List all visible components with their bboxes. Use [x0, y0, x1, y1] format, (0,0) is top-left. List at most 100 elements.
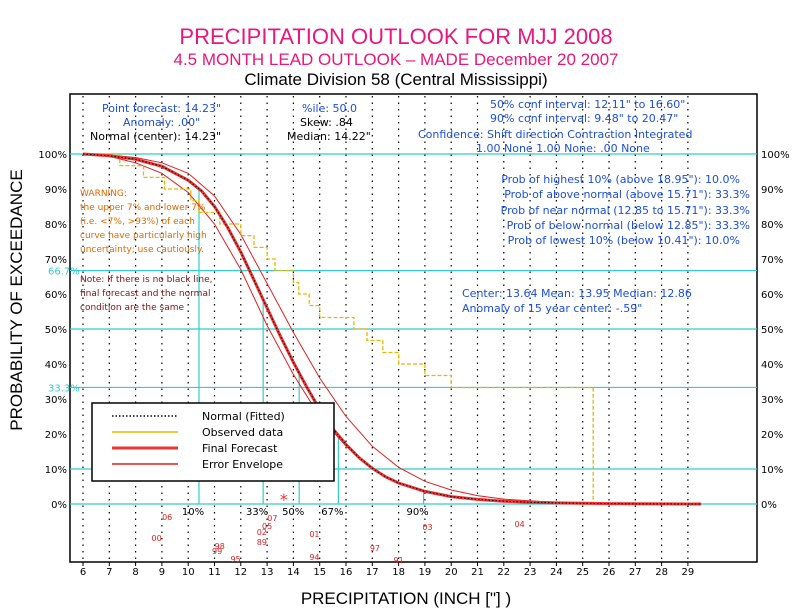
- y-tick-label-left-30: 30%: [45, 395, 67, 406]
- prob-highest: Prob of highest 10% (above 18.95"): 10.0…: [501, 173, 740, 186]
- probabilities-block: Prob of highest 10% (above 18.95"): 10.0…: [501, 173, 750, 247]
- hline-label: 33.3%: [48, 383, 80, 394]
- y-tick-label-right-40: 40%: [761, 360, 783, 371]
- x-tick-label-18: 18: [392, 567, 405, 578]
- x-tick-label-19: 19: [419, 567, 432, 578]
- center-line-1: Center: 13.64 Mean: 13.95 Median: 12.86: [462, 287, 692, 300]
- year-label-99: 99: [212, 547, 222, 556]
- y-tick-label-right-20: 20%: [761, 430, 783, 441]
- axes-layer: 6 7 8 9 10 11 12 13 14 15 16 17 18 19 20 21 22 23 24 25 26 27…: [38, 150, 789, 578]
- x-tick-label-15: 15: [313, 567, 326, 578]
- y-tick-label-left-20: 20%: [45, 430, 67, 441]
- year-label-89: 89: [257, 538, 267, 547]
- year-label-01: 01: [309, 530, 319, 539]
- y-tick-label-right-80: 80%: [761, 220, 783, 231]
- y-tick-label-right-0: 0%: [761, 500, 777, 511]
- y-tick-label-right-90: 90%: [761, 185, 783, 196]
- x-tick-label-13: 13: [261, 567, 274, 578]
- warning-line: uncertainty; use cautiously.: [80, 245, 204, 255]
- warning-line: the upper 7% and lower 7%: [80, 203, 206, 213]
- y-tick-label-right-50: 50%: [761, 325, 783, 336]
- legend-label-0: Normal (Fitted): [202, 410, 285, 423]
- y-axis-title: PROBABILITY OF EXCEEDANCE: [7, 169, 26, 430]
- climate-division: Climate Division 58 (Central Mississippi…: [244, 70, 547, 89]
- percentile-value: %ile: 50.0: [302, 102, 357, 115]
- x-tick-label-10: 10: [182, 567, 195, 578]
- y-tick-label-right-70: 70%: [761, 255, 783, 266]
- skew-value: Skew: .84: [300, 116, 353, 129]
- y-tick-label-left-90: 90%: [45, 185, 67, 196]
- x-tick-label-8: 8: [132, 567, 138, 578]
- x-tick-label-29: 29: [682, 567, 695, 578]
- year-label-05: 05: [262, 522, 272, 531]
- x-tick-label-6: 6: [80, 567, 86, 578]
- year-label-03: 03: [422, 523, 432, 532]
- legend-label-1: Observed data: [202, 426, 283, 439]
- x-tick-label-17: 17: [366, 567, 379, 578]
- year-label-94: 94: [309, 553, 319, 562]
- year-label-04: 04: [514, 520, 524, 529]
- x-tick-label-14: 14: [287, 567, 300, 578]
- year-label-02: 02: [257, 528, 267, 537]
- chart-title: PRECIPITATION OUTLOOK FOR MJJ 2008: [179, 24, 612, 49]
- point-forecast: Point forecast: 14.23": [102, 102, 221, 115]
- year-label-91: 91: [394, 556, 404, 565]
- y-tick-label-left-80: 80%: [45, 220, 67, 231]
- year-label-00: 00: [152, 534, 162, 543]
- legend-label-2: Final Forecast: [202, 442, 278, 455]
- legend: Normal (Fitted) Observed data Final Foreca…: [91, 402, 335, 482]
- year-label-97: 97: [370, 544, 380, 553]
- x-tick-label-20: 20: [445, 567, 458, 578]
- y-tick-label-left-70: 70%: [45, 255, 67, 266]
- pct-label: 67%: [321, 507, 343, 518]
- conf-50: 50% conf interval: 12.11" to 16.60": [490, 98, 685, 111]
- pct-label: 33%: [246, 507, 268, 518]
- series-normal-fitted: [82, 153, 702, 505]
- prob-lowest: Prob of lowest 10% (below 10.41"): 10.0%: [508, 234, 740, 247]
- hline-label: 66.7%: [48, 267, 80, 278]
- pct-label: 90%: [406, 507, 428, 518]
- x-tick-label-21: 21: [471, 567, 484, 578]
- year-label-95: 95: [230, 555, 240, 564]
- y-tick-label-right-100: 100%: [761, 150, 790, 161]
- x-tick-label-23: 23: [524, 567, 537, 578]
- y-tick-label-left-100: 100%: [38, 150, 67, 161]
- x-tick-label-16: 16: [340, 567, 353, 578]
- conf-90: 90% conf interval: 9.48" to 20.47": [490, 112, 678, 125]
- y-tick-label-right-60: 60%: [761, 290, 783, 301]
- pct-label: 10%: [182, 507, 204, 518]
- prob-below: Prob of below normal (below 12.85"): 33.…: [507, 219, 750, 232]
- series-observed-data: [83, 153, 594, 504]
- center-line-2: Anomaly of 15 year center: -.59": [462, 302, 642, 315]
- chart-subtitle: 4.5 MONTH LEAD OUTLOOK – MADE December 2…: [174, 50, 619, 69]
- y-tick-label-left-10: 10%: [45, 465, 67, 476]
- anomaly-value: Anomaly: .00": [123, 116, 200, 129]
- pct-label: 50%: [282, 507, 304, 518]
- warning-block: WARNING: the upper 7% and lower 7% (i.e. <…: [80, 189, 207, 255]
- warning-line: WARNING:: [80, 189, 127, 199]
- year-label-98: 98: [215, 542, 225, 551]
- prob-near: Prob of near normal (12.85 to 15.71"): 3…: [501, 204, 750, 217]
- note-line: Note: If there is no black line,: [80, 275, 213, 285]
- y-tick-label-right-30: 30%: [761, 395, 783, 406]
- grid-layer: [82, 96, 689, 560]
- x-tick-label-7: 7: [106, 567, 112, 578]
- x-tick-label-26: 26: [603, 567, 616, 578]
- legend-box: [91, 402, 335, 482]
- year-label-07: 07: [267, 514, 277, 523]
- confidence-values: 1.00 None 1.00 None: .00 None: [476, 142, 650, 155]
- y-tick-label-left-40: 40%: [45, 360, 67, 371]
- x-axis-title: PRECIPITATION (INCH ["] ): [301, 589, 511, 608]
- plot-frame: [69, 93, 758, 563]
- stats-block: Point forecast: 14.23" Anomaly: .00" Nor…: [90, 98, 692, 155]
- legend-label-3: Error Envelope: [202, 458, 283, 471]
- note-block: Note: If there is no black line, final fo…: [80, 275, 213, 313]
- median-value: Median: 14.22": [287, 130, 371, 143]
- center-marker: *: [280, 490, 288, 509]
- warning-line: (i.e. <7%, >93%) of each: [80, 217, 195, 227]
- confidence-header: Confidence: Shift direction Contraction …: [418, 128, 692, 141]
- y-tick-label-left-50: 50%: [45, 325, 67, 336]
- series-layer: [82, 152, 702, 506]
